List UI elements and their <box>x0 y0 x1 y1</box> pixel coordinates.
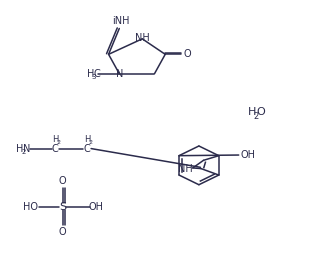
Text: HO: HO <box>23 202 38 212</box>
Text: O: O <box>59 176 66 186</box>
Text: C: C <box>94 69 100 79</box>
Text: OH: OH <box>89 202 104 212</box>
Text: NH: NH <box>135 33 150 43</box>
Text: H: H <box>87 69 94 79</box>
Text: H: H <box>16 144 23 153</box>
Text: OH: OH <box>240 150 256 160</box>
Text: C: C <box>52 144 58 153</box>
Text: N: N <box>23 144 31 153</box>
Text: iNH: iNH <box>112 16 129 26</box>
Text: 2: 2 <box>88 140 92 145</box>
Text: O: O <box>256 108 265 117</box>
Text: 2: 2 <box>22 149 26 155</box>
Text: H: H <box>84 135 90 144</box>
Text: H: H <box>52 135 58 144</box>
Text: C: C <box>84 144 91 153</box>
Text: 2: 2 <box>254 111 259 121</box>
Text: O: O <box>184 49 191 59</box>
Text: 3: 3 <box>91 74 95 80</box>
Text: O: O <box>59 228 66 238</box>
Text: 2: 2 <box>56 140 60 145</box>
Text: S: S <box>59 202 66 212</box>
Text: NH: NH <box>178 164 193 174</box>
Text: N: N <box>116 69 123 79</box>
Text: H: H <box>248 108 257 117</box>
